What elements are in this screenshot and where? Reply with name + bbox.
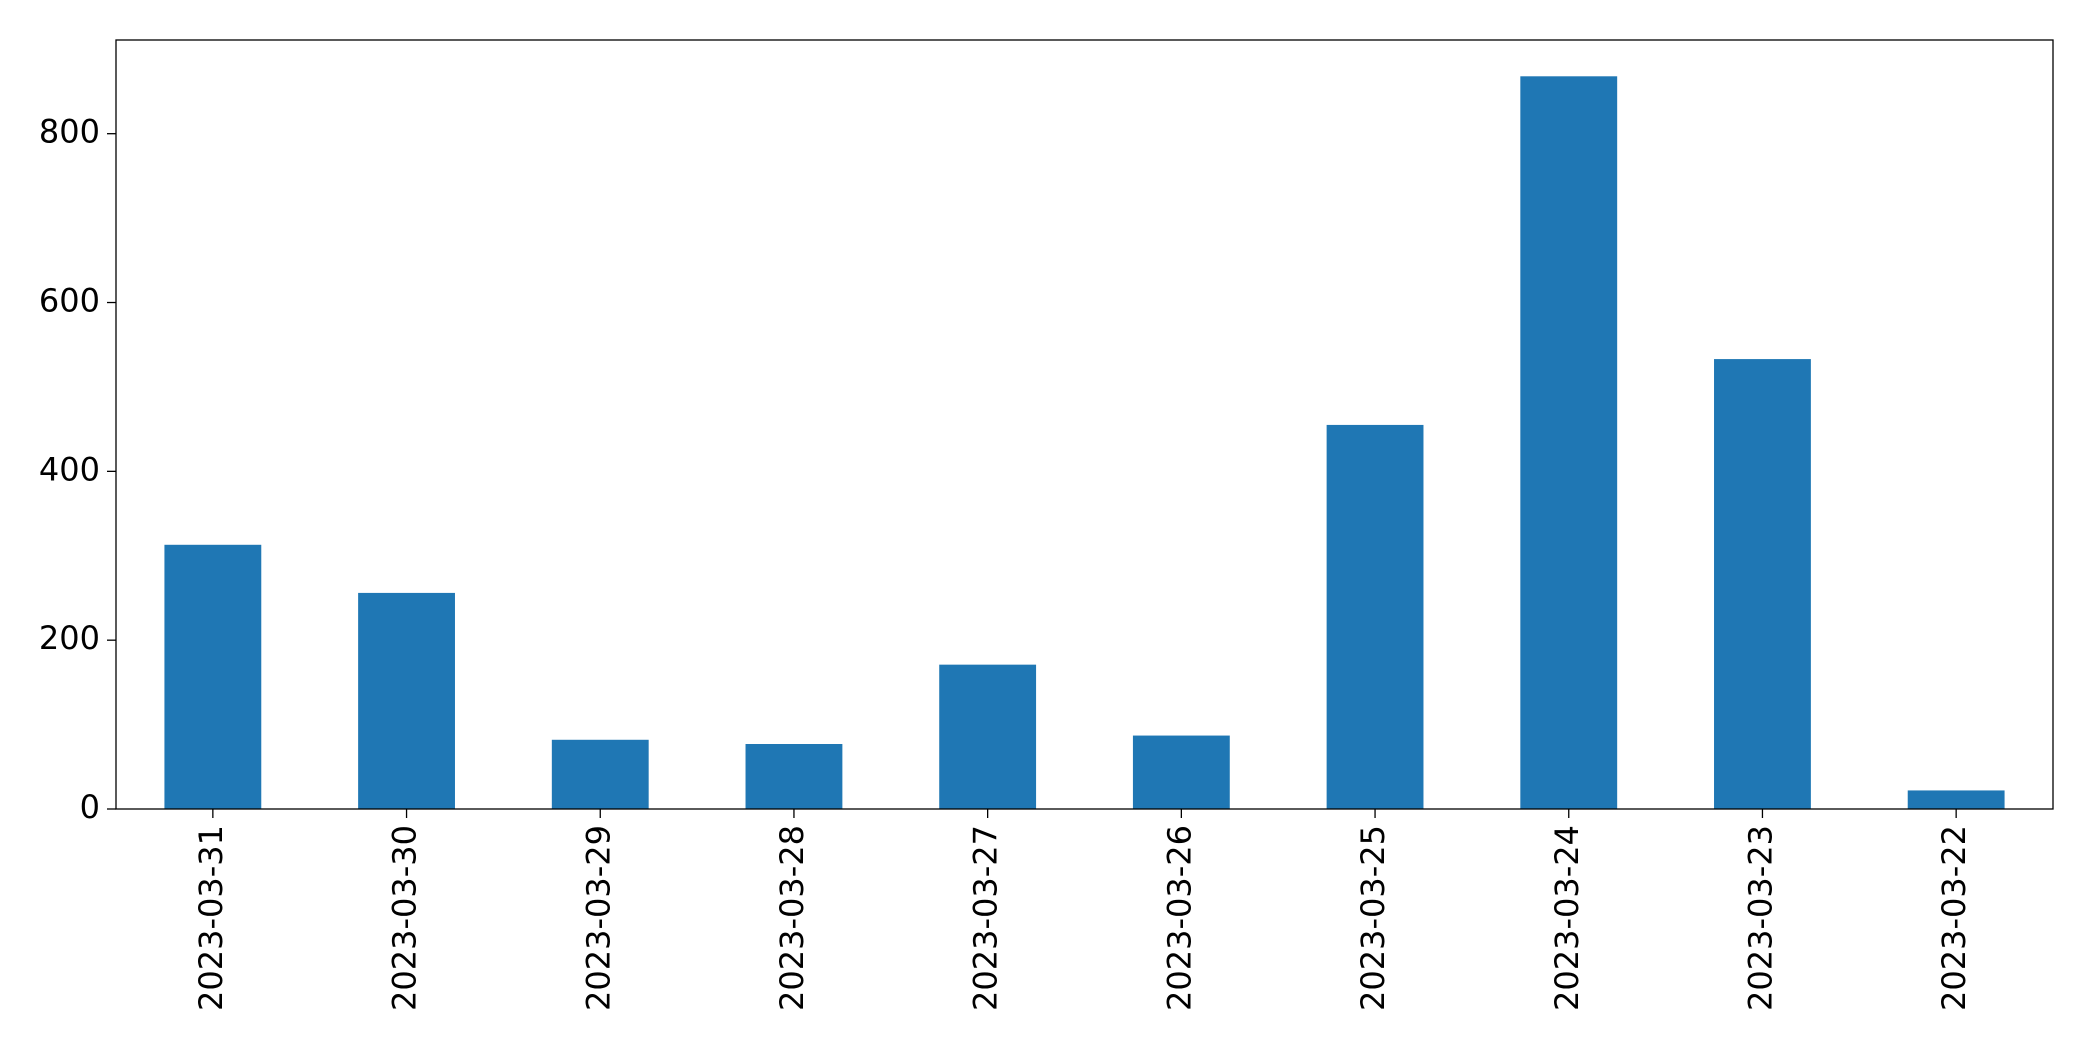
x-tick-label: 2023-03-31 (192, 825, 230, 1011)
bar (1907, 790, 2005, 809)
bar (1520, 76, 1618, 809)
x-tick-label: 2023-03-29 (579, 825, 617, 1011)
bar (1714, 359, 1811, 809)
y-tick-label: 0 (80, 788, 100, 826)
x-tick-label: 2023-03-23 (1741, 825, 1779, 1011)
x-tick-label: 2023-03-27 (967, 825, 1005, 1011)
bar (745, 744, 843, 809)
x-tick-label: 2023-03-26 (1160, 825, 1198, 1011)
y-tick-label: 800 (39, 113, 100, 151)
bar (1326, 424, 1424, 809)
y-tick-label: 400 (39, 450, 100, 488)
x-tick-label: 2023-03-28 (773, 825, 811, 1011)
plot-frame (115, 39, 2054, 810)
x-tick-label: 2023-03-25 (1354, 825, 1392, 1011)
bar (164, 544, 262, 809)
bar (358, 592, 455, 809)
x-tick-label: 2023-03-22 (1935, 825, 1973, 1011)
x-tick-label: 2023-03-24 (1548, 825, 1586, 1011)
bar (939, 664, 1037, 809)
y-tick-label: 600 (39, 282, 100, 320)
x-tick-label: 2023-03-30 (386, 825, 424, 1011)
bar (551, 739, 649, 809)
bar (1132, 735, 1230, 809)
y-tick-label: 200 (39, 619, 100, 657)
